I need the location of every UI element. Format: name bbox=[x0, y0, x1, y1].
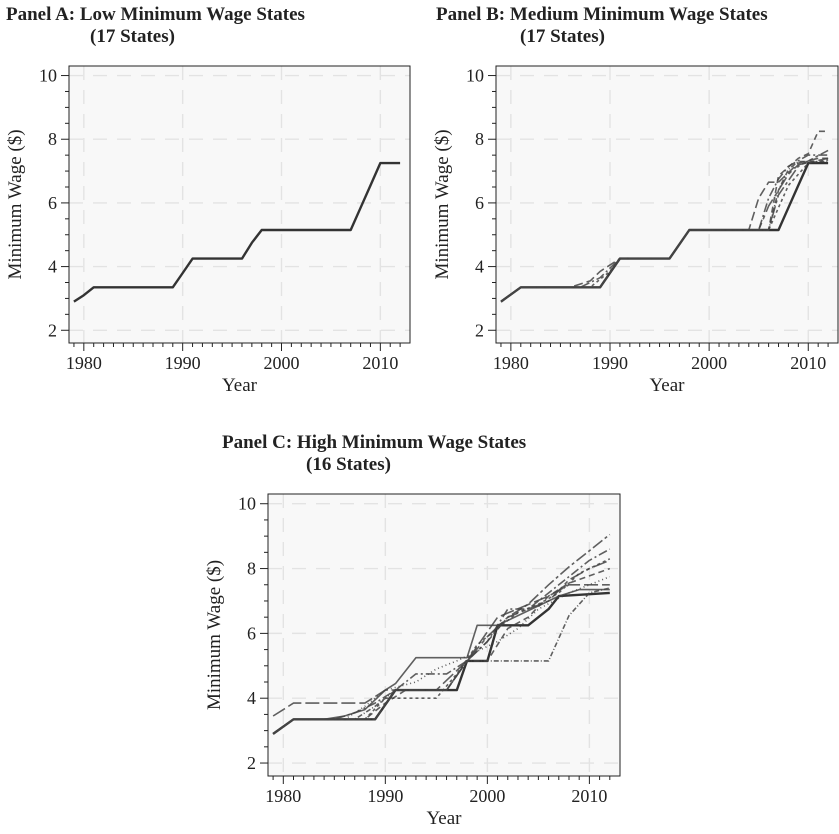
panel-c-frame bbox=[267, 493, 621, 777]
panel-c-y-axis-title: Minimum Wage ($) bbox=[204, 560, 225, 710]
panel-a-x-axis-title: Year bbox=[222, 375, 258, 396]
panel-c-ytick-label-2: 2 bbox=[247, 753, 256, 773]
panel-a-xtick-label-2000: 2000 bbox=[264, 353, 300, 373]
panel-a-title: Panel A: Low Minimum Wage States (17 Sta… bbox=[6, 4, 305, 48]
panel-c-series-1 bbox=[272, 584, 610, 717]
panel-a-frame bbox=[68, 65, 411, 344]
panel-c-series-group bbox=[272, 533, 611, 735]
panel-b-plot-area bbox=[496, 66, 838, 343]
panel-c-x-axis-title: Year bbox=[426, 808, 462, 829]
panel-b: Panel B: Medium Minimum Wage States (17 … bbox=[428, 0, 839, 410]
panel-b-ytick-label-2: 2 bbox=[475, 320, 484, 340]
panel-b-subtitle: (17 States) bbox=[520, 26, 605, 47]
panel-c-xtick-label-1990: 1990 bbox=[367, 786, 403, 806]
panel-a-xtick-label-2010: 2010 bbox=[362, 353, 398, 373]
panel-a-ytick-label-6: 6 bbox=[48, 193, 57, 213]
panel-b-title-main: Panel B: Medium Minimum Wage States bbox=[436, 4, 768, 25]
panel-a-xtick-label-1980: 1980 bbox=[66, 353, 102, 373]
panel-a-title-main: Panel A: Low Minimum Wage States bbox=[6, 4, 305, 25]
panel-c-title: Panel C: High Minimum Wage States (16 St… bbox=[222, 432, 526, 476]
panel-c-series-9 bbox=[272, 559, 611, 735]
panel-a-series-group bbox=[73, 161, 401, 303]
panel-a-ytick-label-4: 4 bbox=[48, 257, 57, 277]
panel-c-ytick-label-10: 10 bbox=[238, 494, 256, 514]
panel-a-plot-area bbox=[69, 66, 410, 343]
panel-a-ytick-label-10: 10 bbox=[39, 66, 57, 86]
panel-b-y-axis-title: Minimum Wage ($) bbox=[432, 129, 453, 279]
panel-c-xtick-label-2010: 2010 bbox=[571, 786, 607, 806]
panel-c-series-8 bbox=[272, 575, 611, 735]
panel-a-ytick-label-2: 2 bbox=[48, 320, 57, 340]
panel-b-x-axis-title: Year bbox=[649, 375, 685, 396]
panel-c-ytick-label-6: 6 bbox=[247, 623, 256, 643]
panel-c-subtitle: (16 States) bbox=[306, 454, 391, 475]
panel-b-xtick-label-2000: 2000 bbox=[691, 353, 727, 373]
panel-c: Panel C: High Minimum Wage States (16 St… bbox=[204, 428, 630, 834]
panel-c-plot-area bbox=[268, 494, 620, 776]
panel-b-frame bbox=[495, 65, 839, 344]
panel-c-xtick-label-2000: 2000 bbox=[469, 786, 505, 806]
panel-b-ytick-label-10: 10 bbox=[466, 66, 484, 86]
panel-a-series-0 bbox=[73, 161, 401, 303]
panel-b-ytick-label-8: 8 bbox=[475, 129, 484, 149]
panel-b-series-group bbox=[500, 130, 829, 303]
panel-a-xtick-label-1990: 1990 bbox=[165, 353, 201, 373]
panel-a-subtitle: (17 States) bbox=[90, 26, 175, 47]
panel-b-series-7 bbox=[500, 160, 829, 303]
panel-a-ytick-label-8: 8 bbox=[48, 129, 57, 149]
panel-c-chart: 1980 1990 2000 2010 2 4 6 8 10 Year Minimum Wage (… bbox=[204, 493, 621, 829]
panel-b-xtick-label-1990: 1990 bbox=[592, 353, 628, 373]
panel-b-title: Panel B: Medium Minimum Wage States (17 … bbox=[436, 4, 768, 48]
panel-c-title-main: Panel C: High Minimum Wage States bbox=[222, 432, 527, 453]
panel-a: Panel A: Low Minimum Wage States (17 Sta… bbox=[0, 0, 420, 410]
panel-b-xtick-label-1980: 1980 bbox=[493, 353, 529, 373]
panel-b-ytick-label-4: 4 bbox=[475, 257, 484, 277]
panel-c-series-3 bbox=[272, 548, 611, 735]
panel-b-ytick-label-6: 6 bbox=[475, 193, 484, 213]
panel-b-chart: 1980 1990 2000 2010 2 4 6 8 10 Year Minimum Wage (… bbox=[432, 65, 839, 396]
panel-a-y-axis-title: Minimum Wage ($) bbox=[5, 129, 26, 279]
panel-a-chart: 1980 1990 2000 2010 2 4 6 8 10 Year Minimum Wage (… bbox=[5, 65, 411, 396]
panel-c-xtick-label-1980: 1980 bbox=[265, 786, 301, 806]
panel-c-ytick-label-4: 4 bbox=[247, 688, 256, 708]
panel-c-ytick-label-8: 8 bbox=[247, 559, 256, 579]
panel-b-xtick-label-2010: 2010 bbox=[790, 353, 826, 373]
